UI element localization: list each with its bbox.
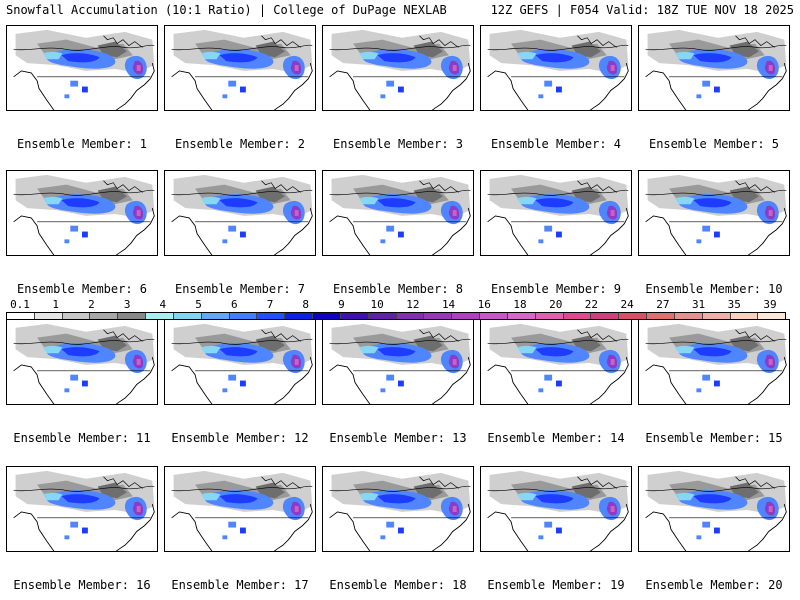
colorbar-swatch bbox=[730, 313, 759, 319]
colorbar-tick-label: 35 bbox=[727, 298, 741, 311]
colorbar-swatch bbox=[118, 313, 147, 319]
colorbar-swatch bbox=[285, 313, 314, 319]
panel-map bbox=[638, 25, 790, 111]
panel-label: Ensemble Member: 18 bbox=[329, 578, 467, 592]
colorbar-swatch bbox=[674, 313, 703, 319]
colorbar-tick-label: 20 bbox=[549, 298, 563, 311]
panel-label: Ensemble Member: 12 bbox=[171, 431, 309, 445]
panel-label: Ensemble Member: 17 bbox=[171, 578, 309, 592]
panel-label: Ensemble Member: 4 bbox=[490, 137, 622, 151]
panel-label: Ensemble Member: 16 bbox=[13, 578, 151, 592]
panel-map bbox=[164, 466, 316, 552]
colorbar-swatch bbox=[34, 313, 63, 319]
panel-map bbox=[480, 466, 632, 552]
panel-map bbox=[164, 170, 316, 256]
colorbar-tick-label: 39 bbox=[763, 298, 777, 311]
colorbar-swatch bbox=[146, 313, 174, 319]
colorbar-tick-label: 2 bbox=[88, 298, 95, 311]
panel-map bbox=[480, 319, 632, 405]
panel-label: Ensemble Member: 19 bbox=[487, 578, 625, 592]
panel-label: Ensemble Member: 14 bbox=[487, 431, 625, 445]
colorbar-tick-label: 6 bbox=[230, 298, 238, 311]
colorbar-tick-label: 22 bbox=[584, 298, 599, 311]
panel-map bbox=[6, 25, 158, 111]
panel-label: Ensemble Member: 7 bbox=[174, 282, 306, 296]
colorbar-tick-label: 4 bbox=[159, 298, 167, 311]
colorbar-swatch bbox=[340, 313, 369, 319]
panel-label: Ensemble Member: 20 bbox=[645, 578, 783, 592]
colorbar-swatch bbox=[201, 313, 230, 319]
panel-map bbox=[480, 25, 632, 111]
panel-map bbox=[638, 466, 790, 552]
colorbar-swatch bbox=[591, 313, 620, 319]
colorbar-tick-label: 27 bbox=[656, 298, 670, 311]
colorbar-tick-label: 12 bbox=[406, 298, 420, 311]
colorbar-swatch bbox=[563, 313, 592, 319]
colorbar-swatch bbox=[424, 313, 453, 319]
panel-label: Ensemble Member: 9 bbox=[490, 282, 622, 296]
colorbar-swatch bbox=[396, 313, 425, 319]
colorbar-tick-label: 10 bbox=[370, 298, 384, 311]
colorbar-swatch bbox=[535, 313, 564, 319]
colorbar-swatch bbox=[257, 313, 286, 319]
colorbar-swatch bbox=[313, 313, 341, 319]
colorbar-swatch bbox=[62, 313, 91, 319]
colorbar-tick-label: 16 bbox=[477, 298, 491, 311]
colorbar-tick-label: 14 bbox=[441, 298, 456, 311]
panel-map bbox=[322, 170, 474, 256]
map-title: Snowfall Accumulation (10:1 Ratio) | Col… bbox=[6, 3, 447, 17]
panel-label: Ensemble Member: 1 bbox=[16, 137, 148, 151]
colorbar-tick-label: 31 bbox=[691, 298, 706, 311]
colorbar-tick-label: 18 bbox=[513, 298, 527, 311]
model-run-info: 12Z GEFS | F054 Valid: 18Z TUE NOV 18 20… bbox=[490, 3, 794, 17]
panel-label: Ensemble Member: 15 bbox=[645, 431, 783, 445]
colorbar-swatch bbox=[229, 313, 258, 319]
panel-map bbox=[322, 319, 474, 405]
panel-label: Ensemble Member: 3 bbox=[332, 137, 464, 151]
colorbar-swatch bbox=[368, 313, 397, 319]
panel-label: Ensemble Member: 8 bbox=[332, 282, 464, 296]
colorbar-tick-label: 1 bbox=[52, 298, 60, 311]
panel-map bbox=[6, 466, 158, 552]
colorbar-swatch bbox=[452, 313, 481, 319]
colorbar-swatch bbox=[480, 313, 508, 319]
panel-label: Ensemble Member: 11 bbox=[13, 431, 151, 445]
panel-map bbox=[638, 170, 790, 256]
panel-map bbox=[322, 466, 474, 552]
colorbar-tick-label: 3 bbox=[123, 298, 131, 311]
panel-map bbox=[638, 319, 790, 405]
panel-label: Ensemble Member: 10 bbox=[645, 282, 783, 296]
colorbar-swatch bbox=[619, 313, 648, 319]
colorbar-tick-label: 8 bbox=[302, 298, 310, 311]
colorbar-tick-label: 7 bbox=[266, 298, 274, 311]
colorbar-tick-label: 5 bbox=[195, 298, 202, 311]
colorbar-tick-label: 24 bbox=[620, 298, 634, 311]
panel-map bbox=[164, 25, 316, 111]
panel-label: Ensemble Member: 2 bbox=[174, 137, 306, 151]
colorbar-swatch bbox=[647, 313, 675, 319]
panel-map bbox=[164, 319, 316, 405]
panel-map bbox=[6, 319, 158, 405]
panel-label: Ensemble Member: 5 bbox=[648, 137, 780, 151]
panel-map bbox=[322, 25, 474, 111]
colorbar-swatch bbox=[90, 313, 119, 319]
panel-map bbox=[6, 170, 158, 256]
colorbar-swatch bbox=[507, 313, 536, 319]
colorbar-swatch bbox=[173, 313, 202, 319]
colorbar-swatch bbox=[758, 313, 786, 319]
colorbar-tick-label: 0.1 bbox=[10, 298, 30, 311]
panel-label: Ensemble Member: 13 bbox=[329, 431, 467, 445]
colorbar-swatch bbox=[702, 313, 731, 319]
colorbar-legend: 0.1 1 2 3 4 5 6 7 8 9 10 12 14 16 18 20 22 24 27 31 35 39 bbox=[6, 298, 794, 320]
panel-label: Ensemble Member: 6 bbox=[16, 282, 148, 296]
colorbar-tick-label: 9 bbox=[338, 298, 345, 311]
colorbar-swatch bbox=[7, 313, 35, 319]
panel-map bbox=[480, 170, 632, 256]
